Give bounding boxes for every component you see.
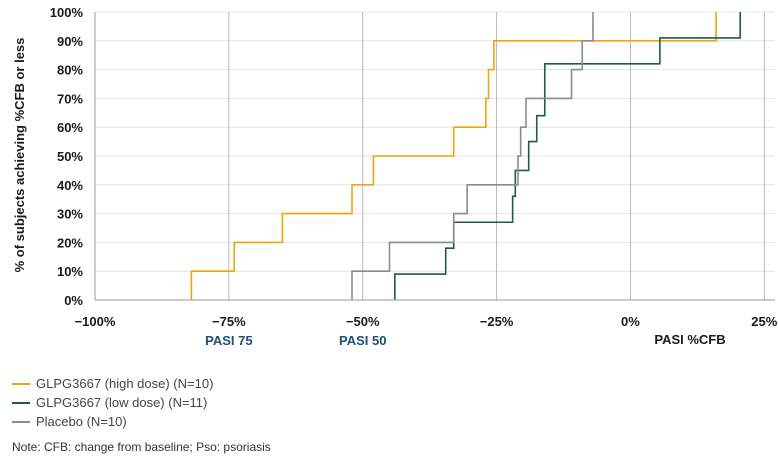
footnote: Note: CFB: change from baseline; Pso: ps…: [12, 440, 271, 454]
y-tick-label: 80%: [57, 63, 83, 78]
series-line: [190, 12, 717, 300]
y-tick-label: 50%: [57, 149, 83, 164]
x-tick-label: −100%: [75, 314, 116, 329]
y-tick-label: 100%: [50, 5, 84, 20]
series-line: [394, 12, 741, 300]
y-tick-label: 70%: [57, 91, 83, 106]
x-annotation: PASI 50: [339, 333, 386, 348]
y-tick-label: 90%: [57, 34, 83, 49]
y-axis-label: % of subjects achieving %CFB or less: [12, 38, 27, 273]
legend-swatch-placebo: [12, 420, 30, 423]
x-tick-label: 0%: [621, 314, 640, 329]
legend-swatch-low-dose: [12, 401, 30, 404]
x-tick-label: 25%: [751, 314, 777, 329]
y-tick-label: 60%: [57, 120, 83, 135]
y-tick-label: 10%: [57, 264, 83, 279]
axes: 0% 10% 20% 30% 40% 50% 60% 70% 80% 90% 100% −100% −7…: [50, 5, 778, 329]
legend-swatch-high-dose: [12, 382, 30, 385]
legend-label-high-dose: GLPG3667 (high dose) (N=10): [36, 376, 214, 391]
x-tick-label: −75%: [212, 314, 246, 329]
y-tick-label: 30%: [57, 207, 83, 222]
chart: 0% 10% 20% 30% 40% 50% 60% 70% 80% 90% 100% −100% −7…: [12, 5, 778, 348]
y-tick-label: 0%: [64, 293, 83, 308]
x-tick-label: −25%: [480, 314, 514, 329]
legend-item-placebo: Placebo (N=10): [12, 412, 213, 431]
y-tick-label: 40%: [57, 178, 83, 193]
legend-label-low-dose: GLPG3667 (low dose) (N=11): [36, 395, 208, 410]
legend: GLPG3667 (high dose) (N=10) GLPG3667 (lo…: [12, 374, 213, 431]
x-axis-label: PASI %CFB: [654, 332, 725, 347]
x-tick-label: −50%: [346, 314, 380, 329]
series-lines: [190, 12, 741, 300]
legend-label-placebo: Placebo (N=10): [36, 414, 127, 429]
legend-item-high-dose: GLPG3667 (high dose) (N=10): [12, 374, 213, 393]
series-line: [351, 12, 594, 300]
annotations: PASI 75 PASI 50: [205, 333, 386, 348]
x-annotation: PASI 75: [205, 333, 252, 348]
legend-item-low-dose: GLPG3667 (low dose) (N=11): [12, 393, 213, 412]
y-tick-label: 20%: [57, 235, 83, 250]
